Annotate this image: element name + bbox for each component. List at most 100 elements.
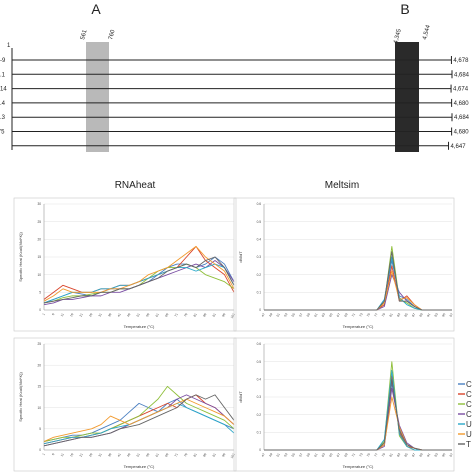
y-tick-label: 0.1	[257, 431, 262, 435]
track-row-right-label: 4,678	[453, 58, 469, 64]
x-tick-label: 91	[212, 452, 217, 457]
x-tick-label: 71	[351, 452, 356, 457]
x-tick-label: 59	[306, 452, 311, 457]
track-row-left-label: .4	[0, 101, 6, 107]
x-tick-label: 66	[164, 312, 169, 317]
y-tick-label: 0.2	[257, 273, 262, 277]
x-tick-label: 71	[351, 312, 356, 317]
y-tick-label: 0	[259, 308, 261, 312]
chart-frame	[233, 337, 455, 472]
x-tick-label: 71	[174, 452, 179, 457]
x-tick-label: 57	[298, 452, 303, 457]
x-tick-label: 26	[88, 312, 93, 317]
y-tick-label: 10	[37, 273, 41, 277]
y-tick-label: 0.5	[257, 220, 262, 224]
x-tick-label: 55	[291, 312, 296, 317]
x-tick-label: 69	[343, 452, 348, 457]
y-axis-title: dM/dT	[238, 391, 243, 403]
x-tick-label: 97	[449, 312, 454, 317]
track-row-left-label: 14	[0, 87, 7, 93]
x-tick-label: 75	[366, 312, 371, 317]
track-row-right-label: 4,680	[454, 101, 470, 107]
x-tick-label: 95	[441, 312, 446, 317]
y-tick-label: 25	[37, 220, 41, 224]
x-tick-label: 63	[321, 452, 326, 457]
x-tick-label: 16	[69, 452, 74, 457]
x-tick-label: 49	[268, 452, 273, 457]
x-tick-label: 91	[212, 312, 217, 317]
y-tick-label: 0.2	[257, 413, 262, 417]
legend-label: C	[466, 390, 472, 399]
x-tick-label: 91	[426, 452, 431, 457]
x-tick-label: 76	[183, 312, 188, 317]
x-tick-label: 51	[136, 312, 141, 317]
y-tick-label: 0.4	[257, 378, 262, 382]
region-b-start-label: 4,345	[393, 28, 403, 45]
x-tick-label: 61	[313, 312, 318, 317]
x-tick-label: 76	[183, 452, 188, 457]
x-tick-label: 69	[343, 312, 348, 317]
series-line	[264, 256, 452, 311]
series-line	[264, 382, 452, 451]
region-b-end-label: 4,544	[422, 24, 432, 41]
x-tick-label: 26	[88, 452, 93, 457]
series-line	[264, 260, 452, 311]
x-tick-label: 46	[126, 452, 131, 457]
x-tick-label: 66	[164, 452, 169, 457]
series-line	[264, 265, 452, 311]
x-tick-label: 81	[388, 312, 393, 317]
x-tick-label: 97	[449, 452, 454, 457]
y-tick-label: 30	[37, 202, 41, 206]
meltsim-title: Meltsim	[325, 180, 359, 191]
legend-label: C	[466, 410, 472, 419]
x-tick-label: 67	[336, 312, 341, 317]
series-line	[264, 378, 452, 451]
y-axis-title: Specific Heat (Kcal/(Mol*K))	[18, 372, 23, 422]
x-axis-title: Temperature (°C)	[124, 464, 155, 469]
x-tick-label: 96	[221, 312, 226, 317]
x-tick-label: 89	[419, 312, 424, 317]
x-tick-label: 91	[426, 312, 431, 317]
y-tick-label: 0	[39, 308, 41, 312]
x-tick-label: 79	[381, 452, 386, 457]
y-tick-label: 0.6	[257, 202, 262, 206]
rnaheat-title: RNAheat	[115, 180, 156, 191]
x-tick-label: 87	[411, 452, 416, 457]
x-tick-label: 31	[98, 312, 103, 317]
meltsim-chart-a: 00.10.20.30.40.50.647 49 51 53 55 57 59 61 63 65 6…	[233, 197, 455, 332]
x-tick-label: 95	[441, 452, 446, 457]
x-tick-label: 41	[117, 312, 122, 317]
series-line	[264, 251, 452, 311]
series-line	[43, 394, 235, 445]
chart-frame	[13, 197, 237, 332]
y-tick-label: 0.1	[257, 291, 262, 295]
x-tick-label: 67	[336, 452, 341, 457]
y-tick-label: 0	[39, 448, 41, 452]
x-tick-label: 65	[328, 312, 333, 317]
x-tick-label: 73	[358, 452, 363, 457]
track-row-right-label: 4,684	[454, 72, 470, 78]
y-tick-label: 15	[37, 255, 41, 259]
x-tick-label: 61	[313, 452, 318, 457]
x-tick-label: 57	[298, 312, 303, 317]
x-tick-label: 61	[155, 452, 160, 457]
track-rows: -9 4,678 .1 4,684 14 4,674 .4 4,680 .3 4,684 '5 4,6…	[0, 48, 470, 150]
x-tick-label: 96	[221, 452, 226, 457]
legend-label: U	[466, 420, 472, 429]
series-line	[264, 370, 452, 451]
x-tick-label: 101	[230, 312, 236, 319]
x-tick-label: 16	[69, 312, 74, 317]
x-tick-label: 51	[276, 452, 281, 457]
x-tick-label: 93	[434, 452, 439, 457]
series-line	[43, 263, 235, 304]
y-tick-label: 25	[37, 342, 41, 346]
legend-label: C	[466, 400, 472, 409]
chart-frame	[233, 197, 455, 332]
x-tick-label: 59	[306, 312, 311, 317]
y-tick-label: 5	[39, 427, 41, 431]
series-line	[264, 396, 452, 451]
x-tick-label: 6	[51, 312, 55, 316]
x-tick-label: 36	[107, 452, 112, 457]
